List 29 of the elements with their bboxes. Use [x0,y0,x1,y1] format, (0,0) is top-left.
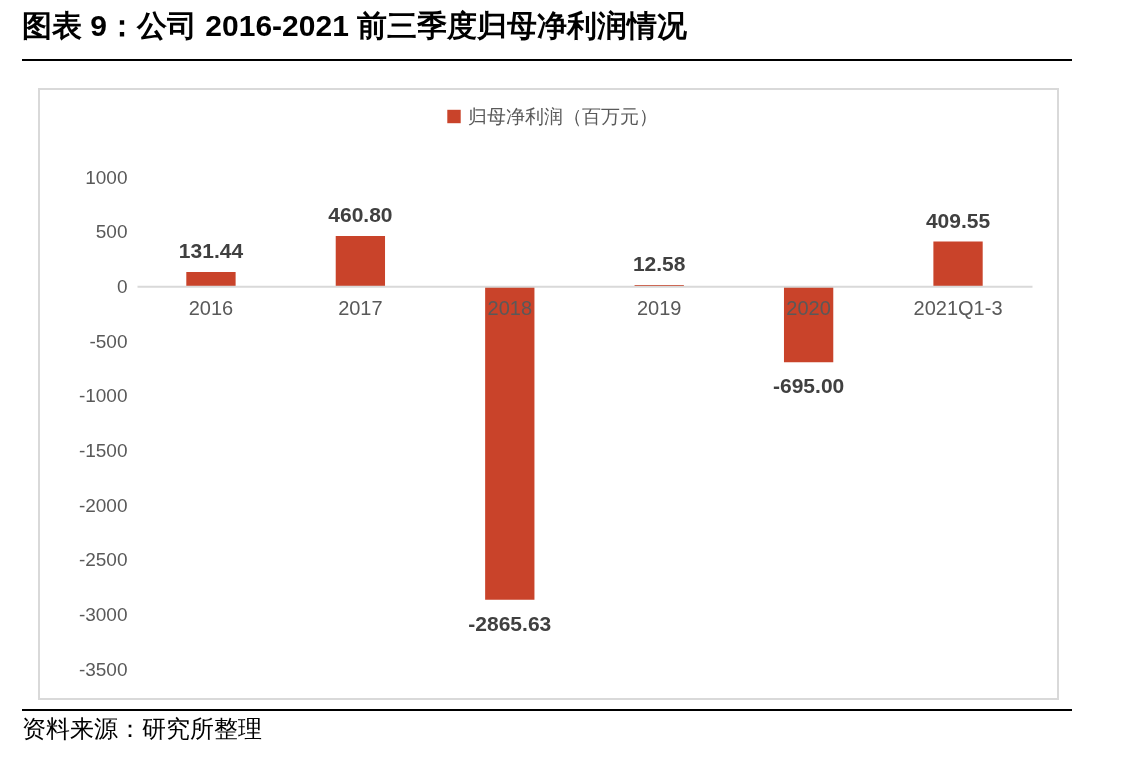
data-label: 12.58 [632,251,686,275]
data-label: -695.00 [773,374,845,398]
bar [335,235,386,287]
bar [933,241,983,287]
data-label: 460.80 [328,202,393,226]
x-tick-label: 2018 [487,296,533,319]
y-tick-label: 500 [95,221,128,243]
x-tick-label: 2016 [188,296,234,319]
y-tick-label: 0 [116,275,128,297]
x-tick-label: 2019 [636,296,682,319]
y-tick-label: -3000 [78,603,128,625]
x-tick-label: 2020 [786,296,831,319]
data-label: -2865.63 [468,611,552,635]
bar [186,271,236,287]
y-tick-label: -1000 [78,385,128,407]
data-label: 131.44 [178,238,244,262]
x-tick-label: 2017 [338,296,383,319]
bar [485,286,535,600]
y-tick-label: 1000 [85,166,128,188]
y-tick-label: -500 [89,330,128,352]
y-tick-label: -1500 [78,439,128,461]
y-tick-label: -2000 [78,494,128,516]
text: 资料来源：研究所整理 [22,714,262,744]
x-tick-label: 2021Q1-3 [913,296,1003,319]
y-tick-label: -3500 [78,658,128,680]
y-tick-label: -2500 [78,549,128,571]
legend-label: 归母净利润（百万元） [467,105,658,127]
data-label: 409.55 [925,208,991,232]
chart-title: 图表 9：公司 2016-2021 前三季度归母净利润情况 [22,8,688,44]
